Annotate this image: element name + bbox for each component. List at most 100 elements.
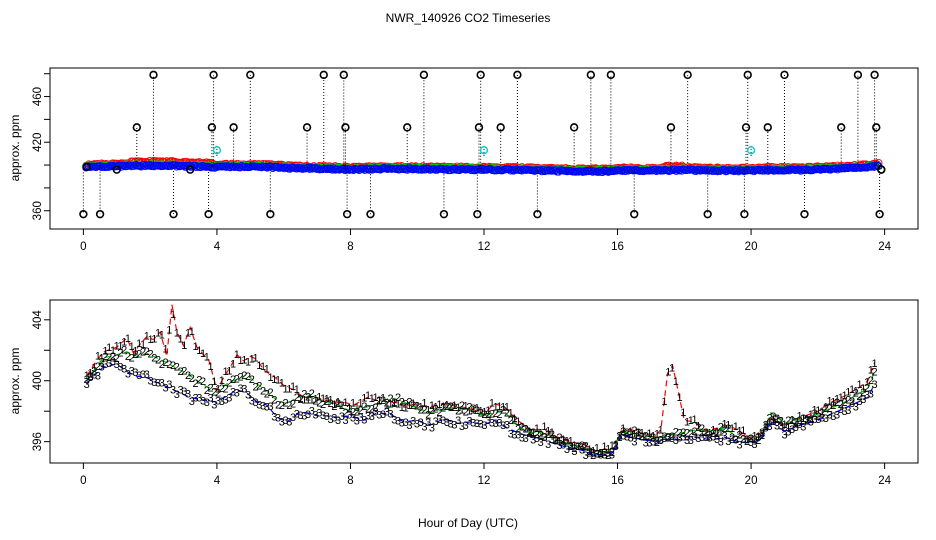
bottom-series-2-marker: 2 — [556, 432, 562, 444]
top-panel-data — [79, 70, 886, 219]
bottom-series-2-marker: 2 — [95, 361, 101, 373]
bottom-series-2-marker: 2 — [515, 424, 521, 436]
bottom-series-3-marker: 3 — [489, 417, 495, 429]
bottom-series-2-marker: 2 — [230, 374, 236, 386]
bottom-series-2-marker: 2 — [575, 441, 581, 453]
bottom-series-3-marker: 3 — [361, 414, 367, 426]
bottom-series-1-marker: 1 — [159, 329, 165, 341]
bottom-series-3-marker: 3 — [399, 417, 405, 429]
top-spike-point-34 — [703, 209, 712, 219]
bottom-series-1-marker: 1 — [275, 374, 281, 386]
bottom-series-2-marker: 2 — [373, 402, 379, 414]
bottom-series-3-marker: 3 — [241, 384, 247, 396]
bottom-series-2-marker: 2 — [226, 378, 232, 390]
bottom-series-2-marker: 2 — [718, 422, 724, 434]
bottom-series-1-marker: 1 — [797, 410, 803, 422]
bottom-series-2-marker: 2 — [129, 353, 135, 365]
bottom-series-1-marker: 1 — [204, 352, 210, 364]
bottom-series-2-marker: 2 — [207, 382, 213, 394]
bottom-series-1-marker: 1 — [778, 416, 784, 428]
bottom-series-2-marker: 2 — [534, 429, 540, 441]
top-series-3-point — [672, 167, 681, 175]
bottom-series-1-marker: 1 — [684, 417, 690, 429]
bottom-series-1-marker: 1 — [114, 340, 120, 352]
bottom-series-2-marker: 2 — [110, 351, 116, 363]
bottom-series-2-marker: 2 — [403, 398, 409, 410]
bottom-series-2-marker: 2 — [121, 345, 127, 357]
bottom-series-1-marker: 1 — [763, 421, 769, 433]
bottom-series-2-marker: 2 — [395, 392, 401, 404]
bottom-series-2-marker: 2 — [211, 387, 217, 399]
bottom-series-3-marker: 3 — [827, 409, 833, 421]
bottom-series-1-marker: 1 — [703, 427, 709, 439]
bottom-series-3-marker: 3 — [834, 410, 840, 422]
bottom-series-1-marker: 1 — [628, 426, 634, 438]
bottom-series-3-marker: 3 — [478, 418, 484, 430]
bottom-series-2-marker: 2 — [680, 427, 686, 439]
bottom-series-1-marker: 1 — [800, 413, 806, 425]
bottom-series-1-marker: 1 — [661, 396, 667, 408]
top-baseline-black-point-1 — [877, 165, 886, 174]
bottom-series-1-marker: 1 — [331, 399, 337, 411]
top-spike-point-30 — [606, 70, 616, 80]
bottom-series-2-marker: 2 — [455, 406, 461, 418]
bottom-series-3-marker: 3 — [763, 423, 769, 435]
bottom-series-1-marker: 1 — [830, 396, 836, 408]
bottom-series-3-marker: 3 — [350, 412, 356, 424]
bottom-series-2-marker: 2 — [305, 392, 311, 404]
bottom-series-2-marker: 2 — [676, 428, 682, 440]
top-spike-point-18 — [366, 209, 375, 219]
bottom-series-1-marker: 1 — [838, 392, 844, 404]
bottom-series-3-marker: 3 — [688, 435, 694, 447]
bottom-series-3-marker: 3 — [369, 411, 375, 423]
bottom-series-3-marker: 3 — [748, 437, 754, 449]
bottom-series-3-marker: 3 — [515, 430, 521, 442]
bottom-series-2-marker: 2 — [526, 427, 532, 439]
bottom-series-3-marker: 3 — [177, 385, 183, 397]
bottom-series-2-marker: 2 — [361, 401, 367, 413]
bottom-series-1-marker: 1 — [170, 309, 176, 321]
bottom-series-2-marker: 2 — [425, 409, 431, 421]
bottom-series-3-marker: 3 — [849, 398, 855, 410]
top-series-3-point — [869, 161, 877, 170]
bottom-series-3-marker: 3 — [365, 410, 371, 422]
bottom-series-2-marker: 2 — [99, 357, 105, 369]
bottom-series-3-marker: 3 — [305, 409, 311, 421]
bottom-series-3-marker: 3 — [256, 399, 262, 411]
bottom-series-1-marker: 1 — [740, 425, 746, 437]
bottom-series-1-marker: 1 — [264, 363, 270, 375]
bottom-series-3-marker: 3 — [500, 420, 506, 432]
bottom-series-1-marker: 1 — [346, 402, 352, 414]
bottom-series-2-marker: 2 — [819, 408, 825, 420]
bottom-series-1-marker: 1 — [189, 326, 195, 338]
bottom-series-2-marker: 2 — [560, 435, 566, 447]
bottom-series-3-marker: 3 — [84, 379, 90, 391]
bottom-series-2-marker: 2 — [189, 373, 195, 385]
bottom-series-1-marker: 1 — [230, 359, 236, 371]
bottom-series-3-marker: 3 — [793, 422, 799, 434]
bottom-series-3-marker: 3 — [646, 438, 652, 450]
bottom-series-2-marker: 2 — [185, 370, 191, 382]
bottom-series-3-marker: 3 — [373, 406, 379, 418]
bottom-series-1-marker: 1 — [391, 398, 397, 410]
bottom-series-1-marker: 1 — [166, 324, 172, 336]
top-spike-point-4 — [149, 70, 158, 80]
bottom-series-1-marker: 1 — [568, 435, 574, 447]
bottom-series-1-marker: 1 — [676, 392, 682, 404]
bottom-series-3-marker: 3 — [121, 363, 127, 375]
bottom-series-3-marker: 3 — [620, 431, 626, 443]
bottom-series-1-marker: 1 — [620, 423, 626, 435]
top-spike-point-1 — [95, 209, 105, 219]
bottom-series-1-marker: 1 — [279, 377, 285, 389]
bottom-series-3-marker: 3 — [207, 392, 213, 404]
top-spike-point-43 — [870, 70, 879, 80]
bottom-series-3-marker: 3 — [605, 448, 611, 460]
bottom-panel-y-tick-label-0: 396 — [32, 432, 44, 451]
top-spike-point-29 — [586, 70, 596, 80]
bottom-series-1-marker: 1 — [174, 328, 180, 340]
top-spike-point-17 — [342, 209, 352, 219]
top-spike-point-5 — [169, 209, 178, 219]
bottom-series-2-marker: 2 — [827, 403, 833, 415]
bottom-series-3-marker: 3 — [590, 448, 596, 460]
